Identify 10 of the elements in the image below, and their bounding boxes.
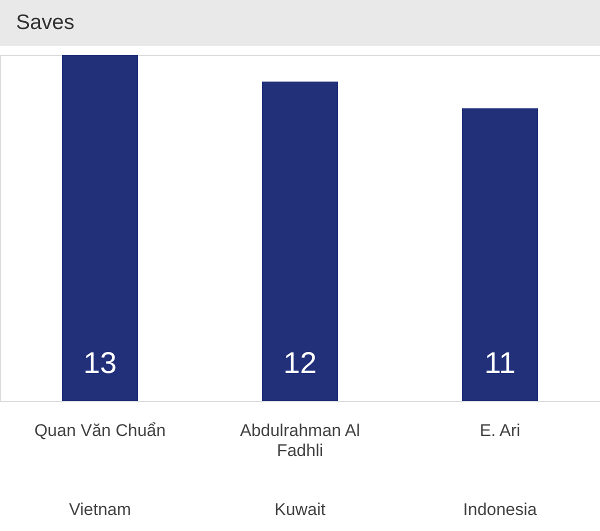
text: Vietnam — [68, 500, 132, 519]
data-label: 13 — [83, 347, 117, 380]
text: Kuwait — [274, 500, 326, 519]
data-label: 12 — [283, 347, 317, 380]
text: Indonesia — [463, 500, 538, 519]
chart-title: Saves — [16, 11, 74, 34]
x-tick-label: E. Ari — [480, 421, 520, 440]
x-tick-label: Quan Văn Chuẩn — [34, 421, 166, 440]
x-tick-label: Abdulrahman Al Fadhli — [240, 421, 360, 460]
data-label: 11 — [484, 347, 516, 380]
